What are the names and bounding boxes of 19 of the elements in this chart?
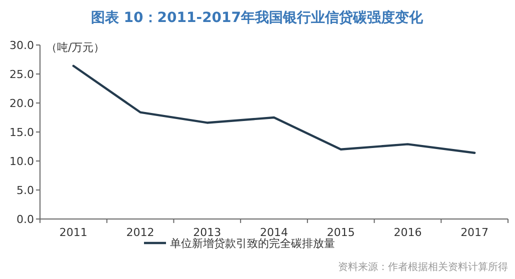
y-tick-label: 30.0 — [10, 39, 34, 52]
x-tick-label: 2017 — [460, 226, 489, 239]
y-axis-title: （吨/万元） — [46, 41, 105, 54]
x-tick-label: 2013 — [193, 226, 222, 239]
y-tick-label: 15.0 — [10, 126, 34, 139]
legend-label: 单位新增贷款引致的完全碳排放量 — [170, 237, 335, 250]
y-tick-label: 0.0 — [16, 213, 34, 226]
x-tick-label: 2011 — [59, 226, 88, 239]
y-tick-label: 10.0 — [10, 155, 34, 168]
line-series — [72, 64, 476, 154]
y-tick-label: 5.0 — [16, 184, 34, 197]
x-tick-label: 2012 — [126, 226, 154, 239]
x-tick-label: 2014 — [260, 226, 288, 239]
x-tick-label: 2016 — [394, 226, 422, 239]
text: 资料来源：作者根据相关资料计算所得 — [338, 261, 508, 273]
x-tick-label: 2015 — [326, 226, 355, 239]
y-tick-label: 20.0 — [10, 97, 34, 110]
chart-title: 图表 10：2011-2017年我国银行业信贷碳强度变化 — [90, 9, 424, 26]
y-tick-label: 25.0 — [10, 68, 34, 81]
